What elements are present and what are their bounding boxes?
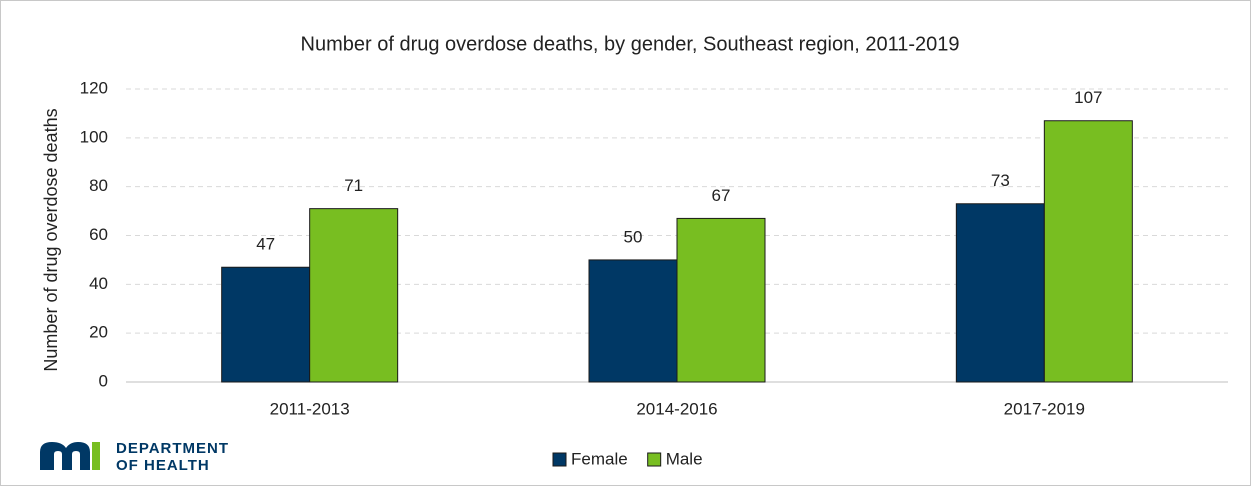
bar [588,259,678,383]
x-tick-label: 2017-2019 [1004,399,1085,418]
bar [676,217,766,383]
y-tick-label: 80 [89,176,108,195]
x-tick-label: 2011-2013 [270,399,350,418]
y-axis-label: Number of drug overdose deaths [41,108,61,371]
x-tick-label: 2014-2016 [636,399,717,418]
bar [309,208,399,383]
logo: DEPARTMENT OF HEALTH [40,440,229,474]
legend-swatch [552,452,567,467]
legend-label: Female [571,449,628,468]
chart-title: Number of drug overdose deaths, by gende… [301,33,960,55]
bar [221,266,311,383]
data-label: 107 [1074,88,1102,107]
y-tick-label: 0 [99,371,108,390]
data-label: 47 [256,235,275,254]
y-tick-label: 100 [80,127,108,146]
logo-text: OF HEALTH [116,457,210,474]
y-tick-label: 60 [89,225,108,244]
y-tick-label: 40 [89,274,108,293]
bar [1043,120,1133,383]
logo-mark [92,442,100,470]
y-tick-label: 20 [89,323,108,342]
data-label: 50 [624,227,643,246]
logo-text: DEPARTMENT [116,440,229,457]
data-label: 73 [991,171,1010,190]
data-label: 71 [344,176,363,195]
legend-swatch [647,452,662,467]
legend-label: Male [666,449,703,468]
logo-mark [40,442,90,470]
y-tick-label: 120 [80,78,108,97]
data-label: 67 [712,186,731,205]
bar [955,203,1045,383]
